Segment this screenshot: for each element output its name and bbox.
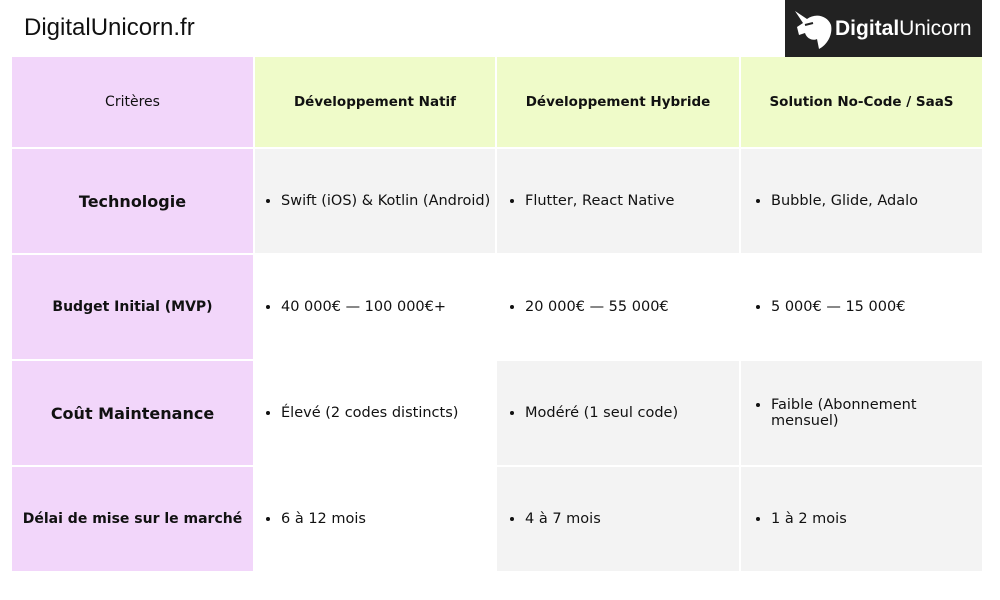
column-header: Critères bbox=[12, 57, 255, 149]
column-header: Développement Hybride bbox=[497, 57, 741, 149]
cell: Swift (iOS) & Kotlin (Android) bbox=[255, 149, 497, 255]
bullet-item: 40 000€ — 100 000€+ bbox=[281, 299, 446, 315]
row-label: Technologie bbox=[12, 149, 255, 255]
logo-icon bbox=[795, 11, 832, 49]
bullet-item: Bubble, Glide, Adalo bbox=[771, 193, 918, 209]
bullet-item: Swift (iOS) & Kotlin (Android) bbox=[281, 193, 490, 209]
bullet-list: 20 000€ — 55 000€ bbox=[497, 299, 669, 315]
bullet-item: 5 000€ — 15 000€ bbox=[771, 299, 905, 315]
row-label: Coût Maintenance bbox=[12, 361, 255, 467]
cell: 1 à 2 mois bbox=[741, 467, 984, 573]
cell: Bubble, Glide, Adalo bbox=[741, 149, 984, 255]
row-label: Budget Initial (MVP) bbox=[12, 255, 255, 361]
cell: 4 à 7 mois bbox=[497, 467, 741, 573]
cell: 5 000€ — 15 000€ bbox=[741, 255, 984, 361]
bullet-item: 4 à 7 mois bbox=[525, 511, 601, 527]
row-label: Délai de mise sur le marché bbox=[12, 467, 255, 573]
bullet-list: 4 à 7 mois bbox=[497, 511, 601, 527]
bullet-item: Flutter, React Native bbox=[525, 193, 674, 209]
cell: Flutter, React Native bbox=[497, 149, 741, 255]
cell: 20 000€ — 55 000€ bbox=[497, 255, 741, 361]
bullet-item: Élevé (2 codes distincts) bbox=[281, 405, 458, 421]
bullet-list: Modéré (1 seul code) bbox=[497, 405, 678, 421]
bullet-list: Bubble, Glide, Adalo bbox=[741, 193, 932, 209]
bullet-item: 20 000€ — 55 000€ bbox=[525, 299, 669, 315]
bullet-list: 5 000€ — 15 000€ bbox=[741, 299, 919, 315]
bullet-list: 40 000€ — 100 000€+ bbox=[255, 299, 446, 315]
cell: Élevé (2 codes distincts) bbox=[255, 361, 497, 467]
column-header: Développement Natif bbox=[255, 57, 497, 149]
cell: Modéré (1 seul code) bbox=[497, 361, 741, 467]
bullet-item: Faible (Abonnement mensuel) bbox=[771, 397, 968, 429]
bullet-list: Flutter, React Native bbox=[497, 193, 674, 209]
logo-light: Unicorn bbox=[899, 17, 972, 40]
logo: DigitalUnicorn bbox=[785, 0, 982, 58]
bullet-list: Swift (iOS) & Kotlin (Android) bbox=[255, 193, 490, 209]
site-name: DigitalUnicorn.fr bbox=[24, 14, 195, 41]
logo-bold: Digital bbox=[835, 17, 900, 40]
bullet-list: 1 à 2 mois bbox=[741, 511, 861, 527]
cell: 6 à 12 mois bbox=[255, 467, 497, 573]
column-header: Solution No-Code / SaaS bbox=[741, 57, 984, 149]
cell: Faible (Abonnement mensuel) bbox=[741, 361, 984, 467]
bullet-list: Élevé (2 codes distincts) bbox=[255, 405, 458, 421]
bullet-item: Modéré (1 seul code) bbox=[525, 405, 678, 421]
bullet-list: 6 à 12 mois bbox=[255, 511, 366, 527]
bullet-item: 6 à 12 mois bbox=[281, 511, 366, 527]
bullet-item: 1 à 2 mois bbox=[771, 511, 847, 527]
bullet-list: Faible (Abonnement mensuel) bbox=[741, 397, 982, 429]
cell: 40 000€ — 100 000€+ bbox=[255, 255, 497, 361]
